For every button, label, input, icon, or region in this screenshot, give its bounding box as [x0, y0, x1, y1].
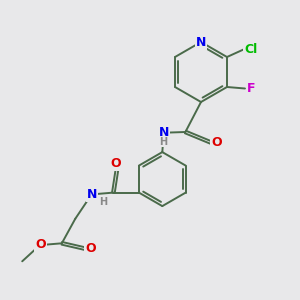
Text: O: O: [211, 136, 222, 149]
Text: N: N: [159, 126, 169, 139]
Text: O: O: [85, 242, 96, 255]
Text: H: H: [99, 196, 107, 207]
Text: N: N: [87, 188, 97, 201]
Text: N: N: [196, 35, 206, 49]
Text: H: H: [159, 136, 167, 147]
Text: F: F: [247, 82, 255, 95]
Text: O: O: [35, 238, 46, 251]
Text: Cl: Cl: [244, 43, 258, 56]
Text: O: O: [110, 157, 121, 170]
